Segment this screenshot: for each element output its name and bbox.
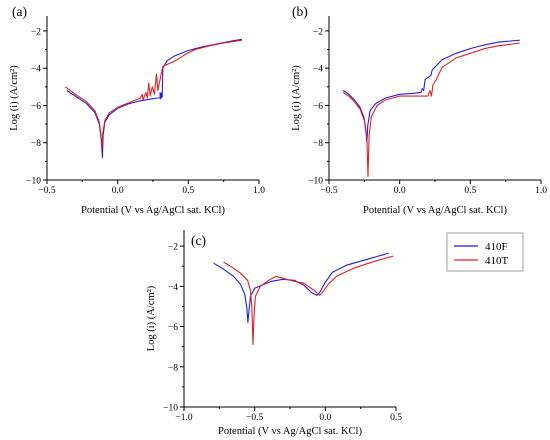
panel-c: −1.0 −0.5 0.0 0.5 −10 −8 −6 −4 −2 Potential (V vs… xyxy=(146,230,402,437)
y-tick-label: −2 xyxy=(313,27,323,37)
y-axis-title: Log (i) (A/cm²) xyxy=(291,65,302,131)
y-tick-label: −2 xyxy=(168,243,178,253)
y-tick-label: −10 xyxy=(26,177,41,187)
x-tick-label: −0.5 xyxy=(38,186,55,196)
legend-label-410t: 410T xyxy=(485,255,509,267)
x-tick-label: 0.5 xyxy=(390,413,402,423)
series-line-410f xyxy=(342,39,520,144)
x-axis-title: Potential (V vs Ag/AgCl sat. KCl) xyxy=(363,205,507,216)
y-axis-title: Log (i) (A/cm²) xyxy=(9,65,20,131)
panel-a: −0.5 0.0 0.5 1.0 −10 −8 −6 −4 −2 Potential (V vs … xyxy=(9,4,265,216)
x-tick-label: 1.0 xyxy=(253,186,265,196)
x-tick-label: 0.5 xyxy=(464,186,476,196)
legend-box xyxy=(446,232,524,272)
y-tick-label: −6 xyxy=(313,102,323,112)
panel-label: (a) xyxy=(12,4,27,19)
y-tick-label: −4 xyxy=(313,65,323,75)
panel-label: (b) xyxy=(292,4,308,19)
y-tick-label: −8 xyxy=(31,139,41,149)
x-tick-label: −1.0 xyxy=(175,413,192,423)
series-line-410t xyxy=(223,255,394,346)
x-tick-label: −0.5 xyxy=(320,186,337,196)
y-axis-title: Log (i) (A/cm²) xyxy=(146,285,157,351)
y-tick-label: −8 xyxy=(313,139,323,149)
y-tick-label: −6 xyxy=(31,102,41,112)
x-tick-label: 0.0 xyxy=(319,413,331,423)
panel-b: −0.5 0.0 0.5 1.0 −10 −8 −6 −4 −2 Potential (V vs … xyxy=(291,4,547,216)
y-tick-label: −10 xyxy=(308,177,323,187)
x-tick-label: −0.5 xyxy=(246,413,263,423)
y-tick-label: −6 xyxy=(168,323,178,333)
series-line-410t xyxy=(342,42,520,177)
y-tick-label: −8 xyxy=(168,363,178,373)
x-axis-title: Potential (V vs Ag/AgCl sat. KCl) xyxy=(218,426,362,437)
y-tick-label: −4 xyxy=(168,283,178,293)
series-line-410f xyxy=(66,38,243,159)
y-tick-label: −2 xyxy=(31,27,41,37)
x-tick-label: 0.5 xyxy=(182,186,194,196)
x-tick-label: 0.0 xyxy=(394,186,406,196)
x-tick-label: 1.0 xyxy=(535,186,547,196)
panel-label: (c) xyxy=(191,233,206,248)
series-line-410t xyxy=(65,39,243,149)
x-axis-title: Potential (V vs Ag/AgCl sat. KCl) xyxy=(81,205,225,216)
x-tick-label: 0.0 xyxy=(112,186,124,196)
legend-label-410f: 410F xyxy=(485,241,508,253)
y-tick-label: −10 xyxy=(163,404,178,414)
series-line-410f xyxy=(213,252,390,324)
legend: 410F 410T xyxy=(446,232,524,272)
y-tick-label: −4 xyxy=(31,65,41,75)
